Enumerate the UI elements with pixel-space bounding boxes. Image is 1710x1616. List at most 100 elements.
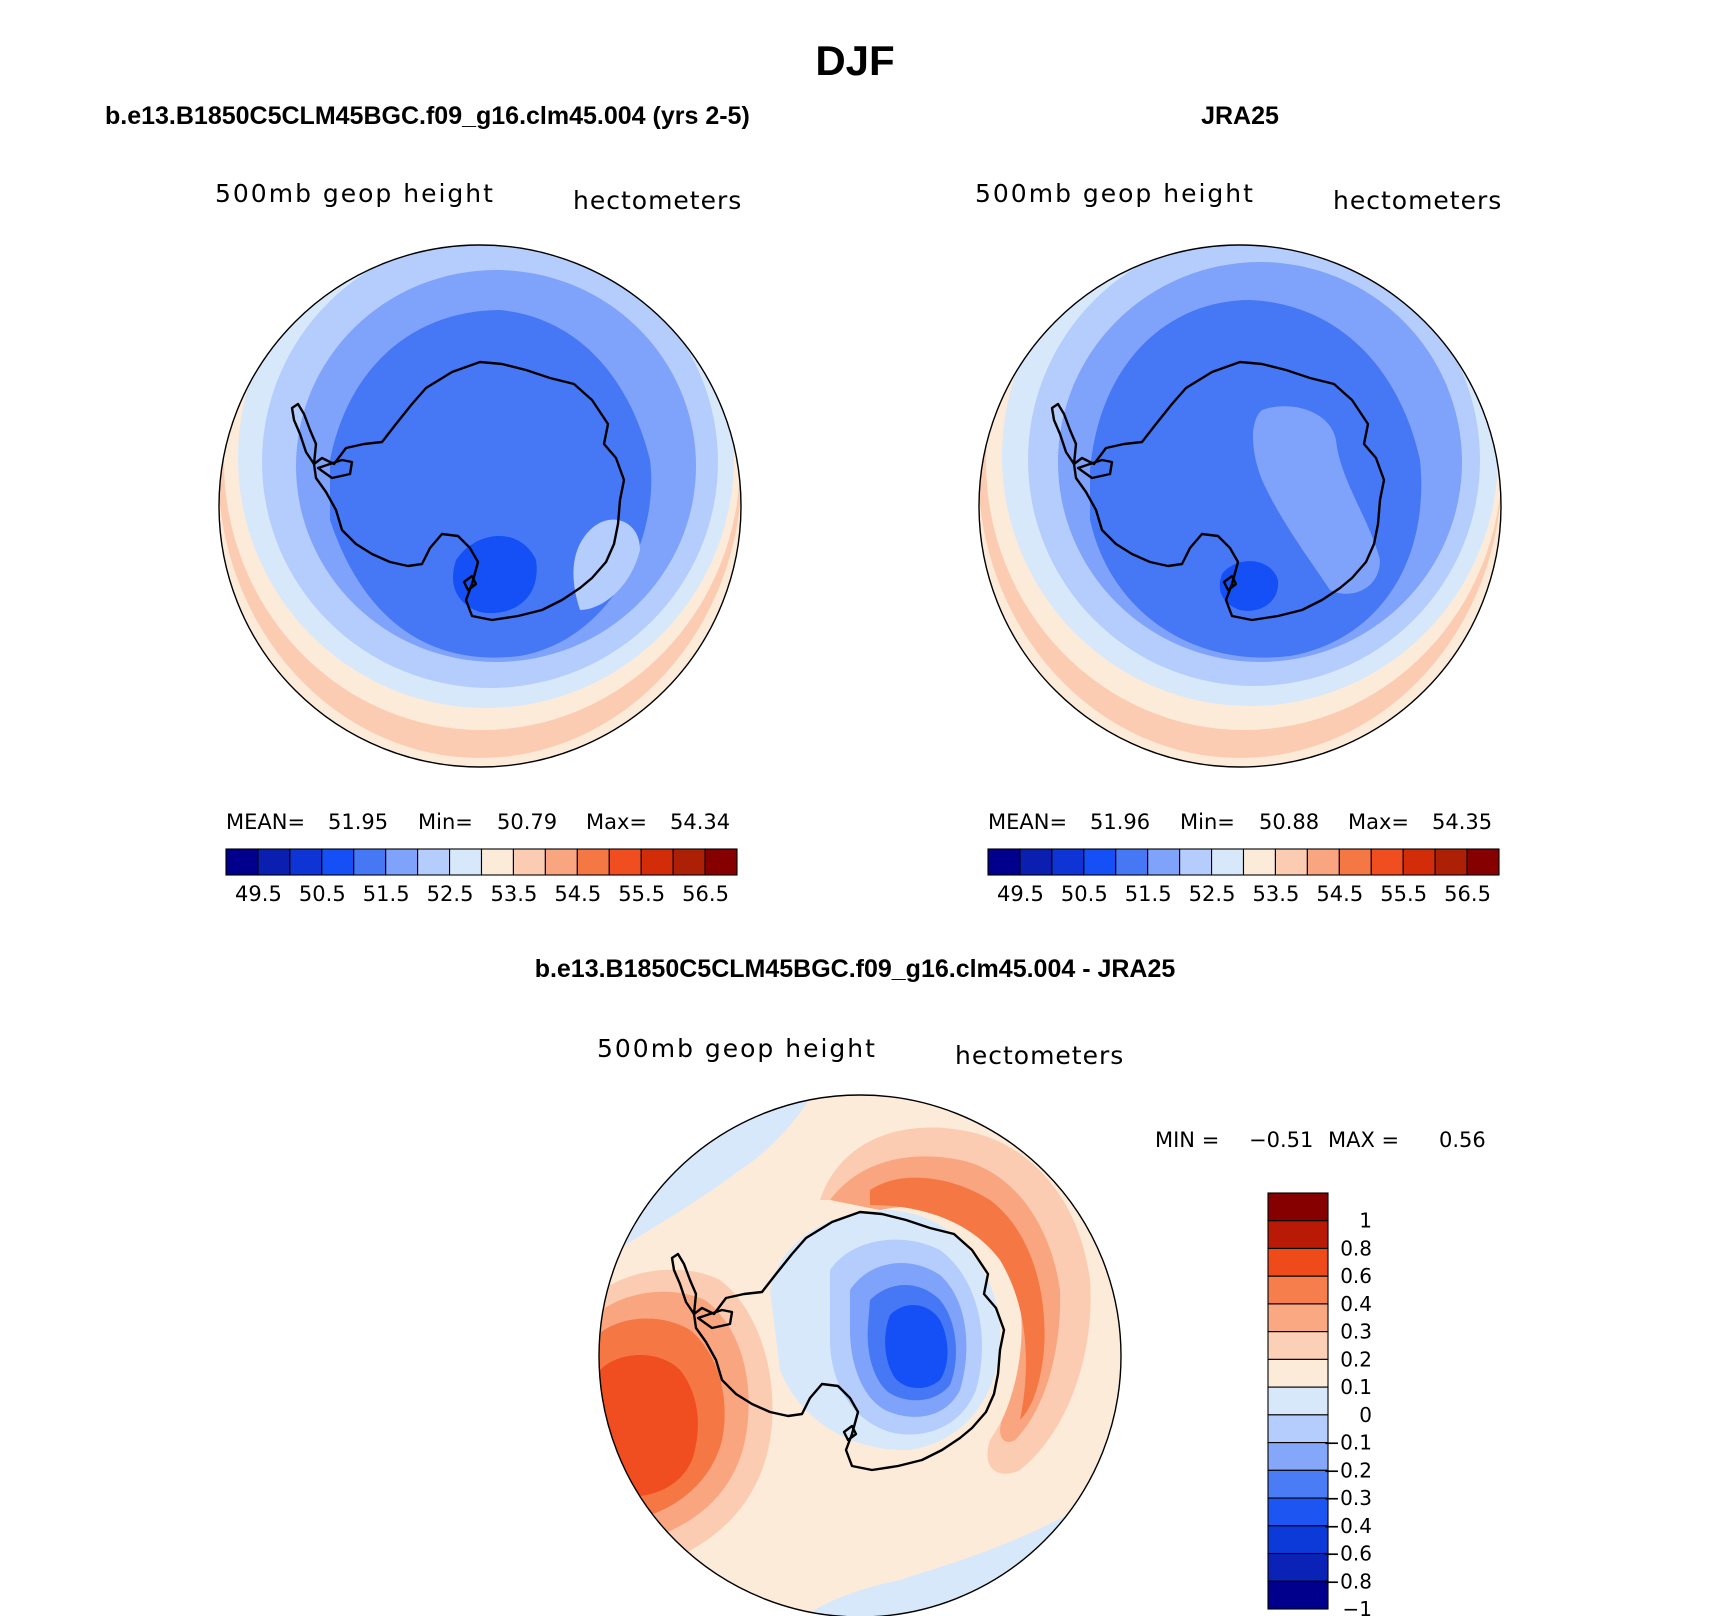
panel-obs-map-boundary [978, 244, 1502, 768]
colorbar-cell [1179, 848, 1213, 876]
colorbar-tick-label: 54.5 [1316, 882, 1363, 906]
colorbar-tick-label: −0.3 [1323, 1486, 1372, 1510]
stat-mean-label: MEAN= [226, 810, 305, 834]
colorbar-tick-label: 55.5 [618, 882, 665, 906]
colorbar-model: 49.5 50.5 51.5 52.5 53.5 54.5 55.5 56.5 [225, 848, 738, 906]
colorbar-cell [1434, 848, 1468, 876]
colorbar-cell [608, 848, 642, 876]
panel-diff-map-boundary [598, 1094, 1122, 1616]
colorbar-cell [417, 848, 451, 876]
colorbar-cell [1051, 848, 1085, 876]
colorbar-cell [1306, 848, 1340, 876]
colorbar-cell [353, 848, 387, 876]
colorbar-cell [1211, 848, 1245, 876]
panel-model-variable: 500mb geop height [215, 179, 495, 208]
colorbar-cell [1147, 848, 1181, 876]
colorbar-tick-label: 51.5 [363, 882, 410, 906]
colorbar-tick-label: 0.3 [1340, 1320, 1372, 1344]
colorbar-cell [1267, 1247, 1329, 1277]
colorbar-cell [576, 848, 610, 876]
panel-obs-units: hectometers [1333, 186, 1502, 215]
colorbar-cell [704, 848, 738, 876]
stat-min-value: 50.79 [497, 810, 557, 834]
colorbar-tick-label: 50.5 [1061, 882, 1108, 906]
stat-max-label: MAX = [1328, 1128, 1399, 1152]
colorbar-tick-label: −0.6 [1323, 1542, 1372, 1566]
stat-max-value: 0.56 [1439, 1128, 1486, 1152]
panel-obs-variable: 500mb geop height [975, 179, 1255, 208]
colorbar-cell [640, 848, 674, 876]
colorbar-tick-label: 54.5 [554, 882, 601, 906]
panel-diff-variable: 500mb geop height [597, 1034, 877, 1063]
colorbar-cell [1267, 1192, 1329, 1222]
colorbar-cell [1267, 1497, 1329, 1527]
colorbar-tick-label: 55.5 [1380, 882, 1427, 906]
colorbar-cell [1274, 848, 1308, 876]
colorbar-tick-label: 0.8 [1340, 1236, 1372, 1260]
colorbar-cell [449, 848, 483, 876]
colorbar-cell [385, 848, 419, 876]
colorbar-tick-label: 0.4 [1340, 1292, 1372, 1316]
stat-min-label: Min= [418, 810, 473, 834]
colorbar-cell [1267, 1525, 1329, 1555]
colorbar-cell [1370, 848, 1404, 876]
panel-diff-stats: MIN = −0.51 MAX = 0.56 [1155, 1128, 1486, 1152]
colorbar-cell [1267, 1303, 1329, 1333]
colorbar-tick-label: 53.5 [1253, 882, 1300, 906]
colorbar-cell [1267, 1358, 1329, 1388]
colorbar-tick-label: 52.5 [1189, 882, 1236, 906]
stat-mean-value: 51.96 [1090, 810, 1150, 834]
colorbar-cell [1267, 1331, 1329, 1360]
colorbar-cell [987, 848, 1021, 876]
stat-min-label: Min= [1180, 810, 1235, 834]
panel-diff-units: hectometers [955, 1041, 1124, 1070]
colorbar-tick-label: 49.5 [235, 882, 282, 906]
colorbar-tick-label: −0.2 [1323, 1458, 1372, 1482]
colorbar-cell [1267, 1552, 1329, 1582]
colorbar-tick-label: 49.5 [997, 882, 1044, 906]
panel-diff-map [598, 1094, 1122, 1616]
stat-max-value: 54.34 [670, 810, 730, 834]
colorbar-cell [1267, 1386, 1329, 1416]
colorbar-cell [480, 848, 514, 876]
panel-obs-stats: MEAN= 51.96 Min= 50.88 Max= 54.35 [988, 810, 1492, 834]
colorbar-cell [1267, 1469, 1329, 1499]
colorbar-tick-label: −0.8 [1323, 1569, 1372, 1593]
stat-mean-value: 51.95 [328, 810, 388, 834]
colorbar-tick-label: −0.1 [1323, 1431, 1372, 1455]
colorbar-cell [672, 848, 706, 876]
colorbar-cell [1115, 848, 1149, 876]
stat-max-label: Max= [1348, 810, 1409, 834]
colorbar-cell [289, 848, 323, 876]
colorbar-cell [1466, 848, 1500, 876]
colorbar-tick-label: −1 [1343, 1597, 1372, 1616]
colorbar-tick-label: 0 [1359, 1403, 1372, 1427]
colorbar-cell [1338, 848, 1372, 876]
stat-min-label: MIN = [1155, 1128, 1219, 1152]
colorbar-tick-label: 50.5 [299, 882, 346, 906]
colorbar-tick-label: 56.5 [682, 882, 729, 906]
panel-model-map-boundary [218, 244, 742, 768]
colorbar-tick-label: 56.5 [1444, 882, 1491, 906]
stat-max-value: 54.35 [1432, 810, 1492, 834]
colorbar-cell [1402, 848, 1436, 876]
colorbar-cell [1083, 848, 1117, 876]
colorbar-cell [512, 848, 546, 876]
panel-model-case-title: b.e13.B1850C5CLM45BGC.f09_g16.clm45.004 … [105, 102, 750, 130]
colorbar-cell [321, 848, 355, 876]
colorbar-cell [1267, 1414, 1329, 1444]
colorbar-diff: 1 0.8 0.6 0.4 0.3 0.2 0.1 0 −0.1 −0.2 −0.3 −0.4 −0.6… [1267, 1192, 1372, 1616]
colorbar-tick-label: 1 [1359, 1209, 1372, 1233]
colorbar-cell [1019, 848, 1053, 876]
colorbar-cell [1267, 1442, 1329, 1471]
panel-obs-map [978, 244, 1502, 768]
panel-model-stats: MEAN= 51.95 Min= 50.79 Max= 54.34 [226, 810, 730, 834]
colorbar-tick-label: 0.2 [1340, 1347, 1372, 1371]
colorbar-obs: 49.5 50.5 51.5 52.5 53.5 54.5 55.5 56.5 [987, 848, 1500, 906]
colorbar-tick-label: 53.5 [491, 882, 538, 906]
panel-model-units: hectometers [573, 186, 742, 215]
colorbar-tick-label: 0.1 [1340, 1375, 1372, 1399]
colorbar-cell [1242, 848, 1276, 876]
stat-max-label: Max= [586, 810, 647, 834]
